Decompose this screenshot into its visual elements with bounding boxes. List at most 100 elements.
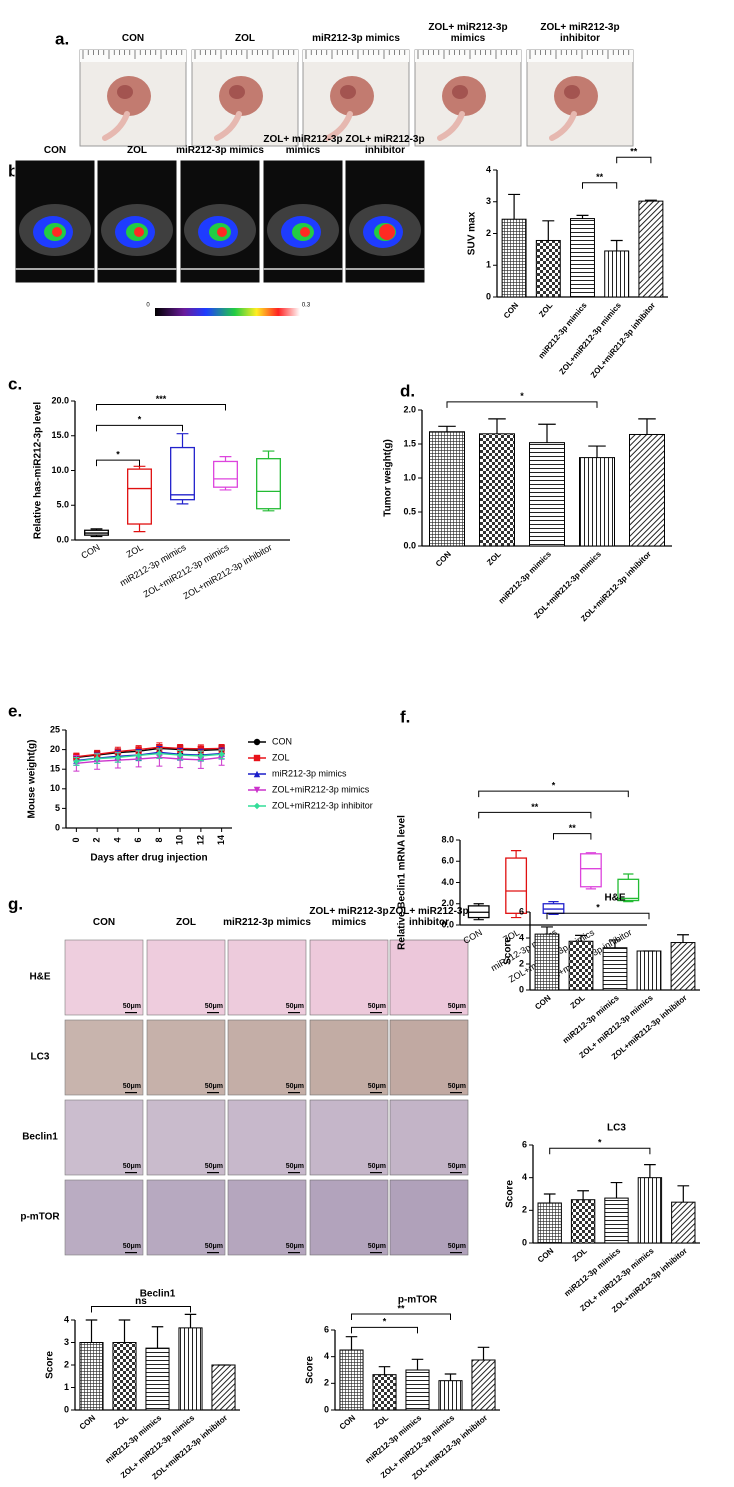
stain-column-label: ZOL+ miR212-3p inhibitor: [389, 906, 469, 928]
y-tick-label: 0: [519, 984, 524, 994]
box: [127, 468, 152, 525]
y-axis-label: Relative Beclin1 mRNA level: [397, 815, 408, 950]
photo-column-label: ZOL+ miR212-3p inhibitor: [540, 22, 620, 44]
bar: [471, 1359, 496, 1411]
significance-label: **: [596, 172, 604, 182]
whisker-high: [90, 528, 103, 531]
whisker-low: [473, 917, 484, 921]
whisker-high: [473, 903, 484, 906]
colorbar-title: Max SUV: [215, 320, 240, 326]
stain-column-label: miR212-3p mimics: [223, 917, 311, 928]
x-tick-label: CON: [462, 927, 484, 946]
x-tick-label: 10: [175, 835, 185, 845]
bar: [534, 933, 560, 991]
scale-bar-label: 50μm: [448, 1003, 466, 1010]
y-tick-label: 3: [486, 196, 491, 206]
y-tick-label: 6: [519, 906, 524, 916]
panel-label: a.: [55, 29, 69, 48]
box: [505, 857, 528, 914]
error-bar: [184, 1313, 197, 1328]
photo-column-label: CON: [121, 33, 145, 44]
error-bar: [609, 939, 621, 948]
scale-bar-line: [207, 1252, 219, 1254]
whisker-low: [219, 487, 232, 491]
significance-bracket: [478, 790, 629, 798]
bar: [638, 200, 664, 298]
bar: [479, 433, 515, 547]
x-tick-label: CON: [79, 542, 101, 561]
x-tick-label: miR212-3p mimics: [497, 549, 553, 605]
box: [213, 460, 238, 488]
scale-bar-line: [450, 1252, 462, 1254]
y-tick-label: 5: [55, 803, 60, 813]
bar: [537, 1202, 562, 1244]
significance-label: *: [598, 1138, 602, 1148]
y-tick-label: 0.0: [441, 919, 454, 929]
whisker-low: [510, 913, 522, 919]
bar: [372, 1374, 397, 1411]
pet-column-label: ZOL+ miR212-3p mimics: [263, 134, 343, 156]
scale-bar-label: 50μm: [286, 1163, 304, 1170]
error-bar: [541, 926, 553, 935]
histology-image: [309, 1019, 389, 1096]
scale-bar-label: 50μm: [368, 1003, 386, 1010]
y-tick-label: 1: [486, 260, 491, 270]
x-tick-label: 8: [154, 837, 164, 842]
y-tick-label: 0: [55, 822, 60, 832]
bar: [438, 1380, 463, 1411]
scale-bar-label: 50μm: [205, 1003, 223, 1010]
x-axis-label: Days after drug injection: [90, 853, 207, 864]
legend-marker: [253, 738, 261, 746]
panel-label: d.: [400, 381, 415, 400]
series-line: [76, 752, 222, 763]
point: [73, 758, 80, 765]
chart-title: LC3: [607, 1123, 626, 1134]
significance-bracket: [96, 459, 140, 467]
panel-label: f.: [400, 707, 410, 726]
y-tick-label: 6: [324, 1324, 329, 1334]
tumor-shade: [117, 85, 133, 99]
point: [197, 752, 205, 760]
pet-signal: [300, 227, 310, 237]
significance-bracket: [546, 912, 650, 920]
y-tick-label: 4.0: [441, 877, 454, 887]
histology-image: [309, 939, 389, 1016]
photo-column-label: miR212-3p mimics: [312, 33, 400, 44]
scale-bar-line: [450, 1172, 462, 1174]
x-tick-label: miR212-3p mimics: [563, 1246, 623, 1298]
mouse-leg: [549, 111, 577, 141]
legend-marker: [253, 770, 261, 778]
scale-bar-label: 50μm: [205, 1083, 223, 1090]
scale-bar-label: 50μm: [123, 1083, 141, 1090]
y-tick-label: 4: [486, 164, 491, 174]
error-bar: [588, 445, 606, 458]
box: [256, 458, 281, 510]
legend-label: CON: [272, 736, 292, 746]
scale-bar-label: 50μm: [448, 1083, 466, 1090]
error-bar: [577, 1190, 589, 1200]
error-bar: [644, 1164, 656, 1178]
panel-label: c.: [8, 374, 22, 393]
significance-bracket: [446, 401, 598, 408]
scale-bar-line: [125, 1172, 137, 1174]
point: [114, 754, 122, 761]
y-tick-label: 4: [64, 1314, 69, 1324]
histology-image: [227, 1179, 307, 1256]
mouse-leg: [214, 111, 242, 141]
mouse-leg: [325, 111, 353, 141]
bar: [602, 947, 628, 991]
y-tick-label: 5.0: [56, 500, 69, 510]
y-tick-label: 25: [50, 724, 60, 734]
bar: [112, 1342, 137, 1411]
scale-bar-label: 50μm: [286, 1243, 304, 1250]
ruler: [192, 50, 298, 62]
pet-column-label: miR212-3p mimics: [176, 145, 264, 156]
error-bar: [644, 199, 657, 202]
x-tick-label: miR212-3p mimics: [561, 993, 621, 1045]
x-tick-label: CON: [78, 1413, 98, 1431]
error-bar: [438, 425, 456, 432]
significance-label: ***: [156, 394, 167, 404]
error-bar: [345, 1336, 358, 1350]
significance-label: **: [531, 802, 539, 812]
